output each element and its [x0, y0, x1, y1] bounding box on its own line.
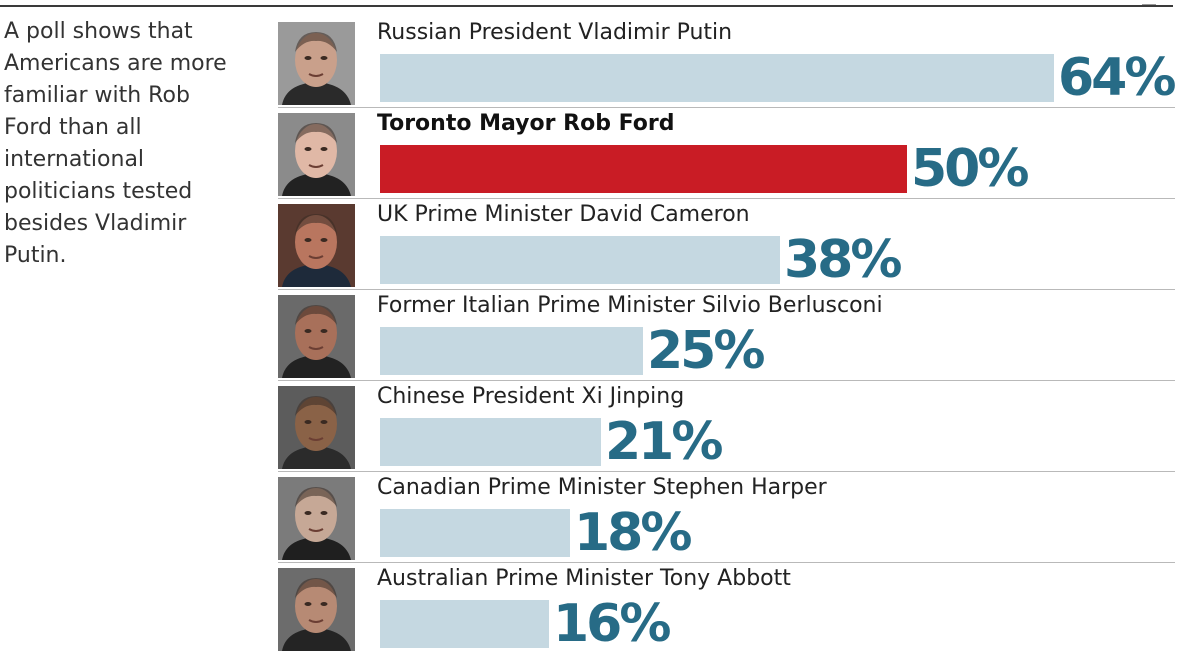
- bar: [380, 600, 549, 648]
- bar-label: Canadian Prime Minister Stephen Harper: [377, 475, 827, 500]
- chart-row: Chinese President Xi Jinping 21%: [278, 380, 1175, 472]
- bar-label: UK Prime Minister David Cameron: [377, 202, 750, 227]
- top-rule: [0, 5, 1173, 7]
- bar-value-label: 50%: [911, 139, 1029, 199]
- bar: [380, 327, 643, 375]
- portrait-xi-jinping: [278, 386, 355, 469]
- bar-label: Chinese President Xi Jinping: [377, 384, 685, 409]
- bar-value-label: 64%: [1058, 48, 1176, 108]
- chart-row: UK Prime Minister David Cameron 38%: [278, 198, 1175, 290]
- chart-row: Toronto Mayor Rob Ford 50%: [278, 107, 1175, 199]
- portrait-stephen-harper: [278, 477, 355, 560]
- bar-label: Toronto Mayor Rob Ford: [377, 111, 675, 136]
- bar-label: Russian President Vladimir Putin: [377, 20, 733, 45]
- portrait-vladimir-putin: [278, 22, 355, 105]
- bar-value-label: 16%: [553, 594, 671, 654]
- bar: [380, 418, 601, 466]
- portrait-david-cameron: [278, 204, 355, 287]
- bar-label: Former Italian Prime Minister Silvio Ber…: [377, 293, 883, 318]
- portrait-rob-ford: [278, 113, 355, 196]
- chart: Russian President Vladimir Putin 64% Toron…: [278, 17, 1176, 654]
- chart-row: Canadian Prime Minister Stephen Harper 18…: [278, 471, 1175, 563]
- bar-value-label: 25%: [647, 321, 765, 381]
- chart-row: Former Italian Prime Minister Silvio Ber…: [278, 289, 1175, 381]
- highlight-bar: [380, 145, 907, 193]
- top-rule-tick: [1142, 0, 1156, 5]
- portrait-tony-abbott: [278, 568, 355, 651]
- bar: [380, 54, 1054, 102]
- bar-value-label: 21%: [605, 412, 723, 472]
- chart-row: Australian Prime Minister Tony Abbott 16%: [278, 562, 1175, 654]
- bar: [380, 509, 570, 557]
- bar-label: Australian Prime Minister Tony Abbott: [377, 566, 791, 591]
- portrait-silvio-berlusconi: [278, 295, 355, 378]
- chart-row: Russian President Vladimir Putin 64%: [278, 17, 1176, 108]
- intro-text: A poll shows that Americans are more fam…: [4, 19, 227, 268]
- bar-value-label: 38%: [784, 230, 902, 290]
- bar-value-label: 18%: [574, 503, 692, 563]
- bar: [380, 236, 780, 284]
